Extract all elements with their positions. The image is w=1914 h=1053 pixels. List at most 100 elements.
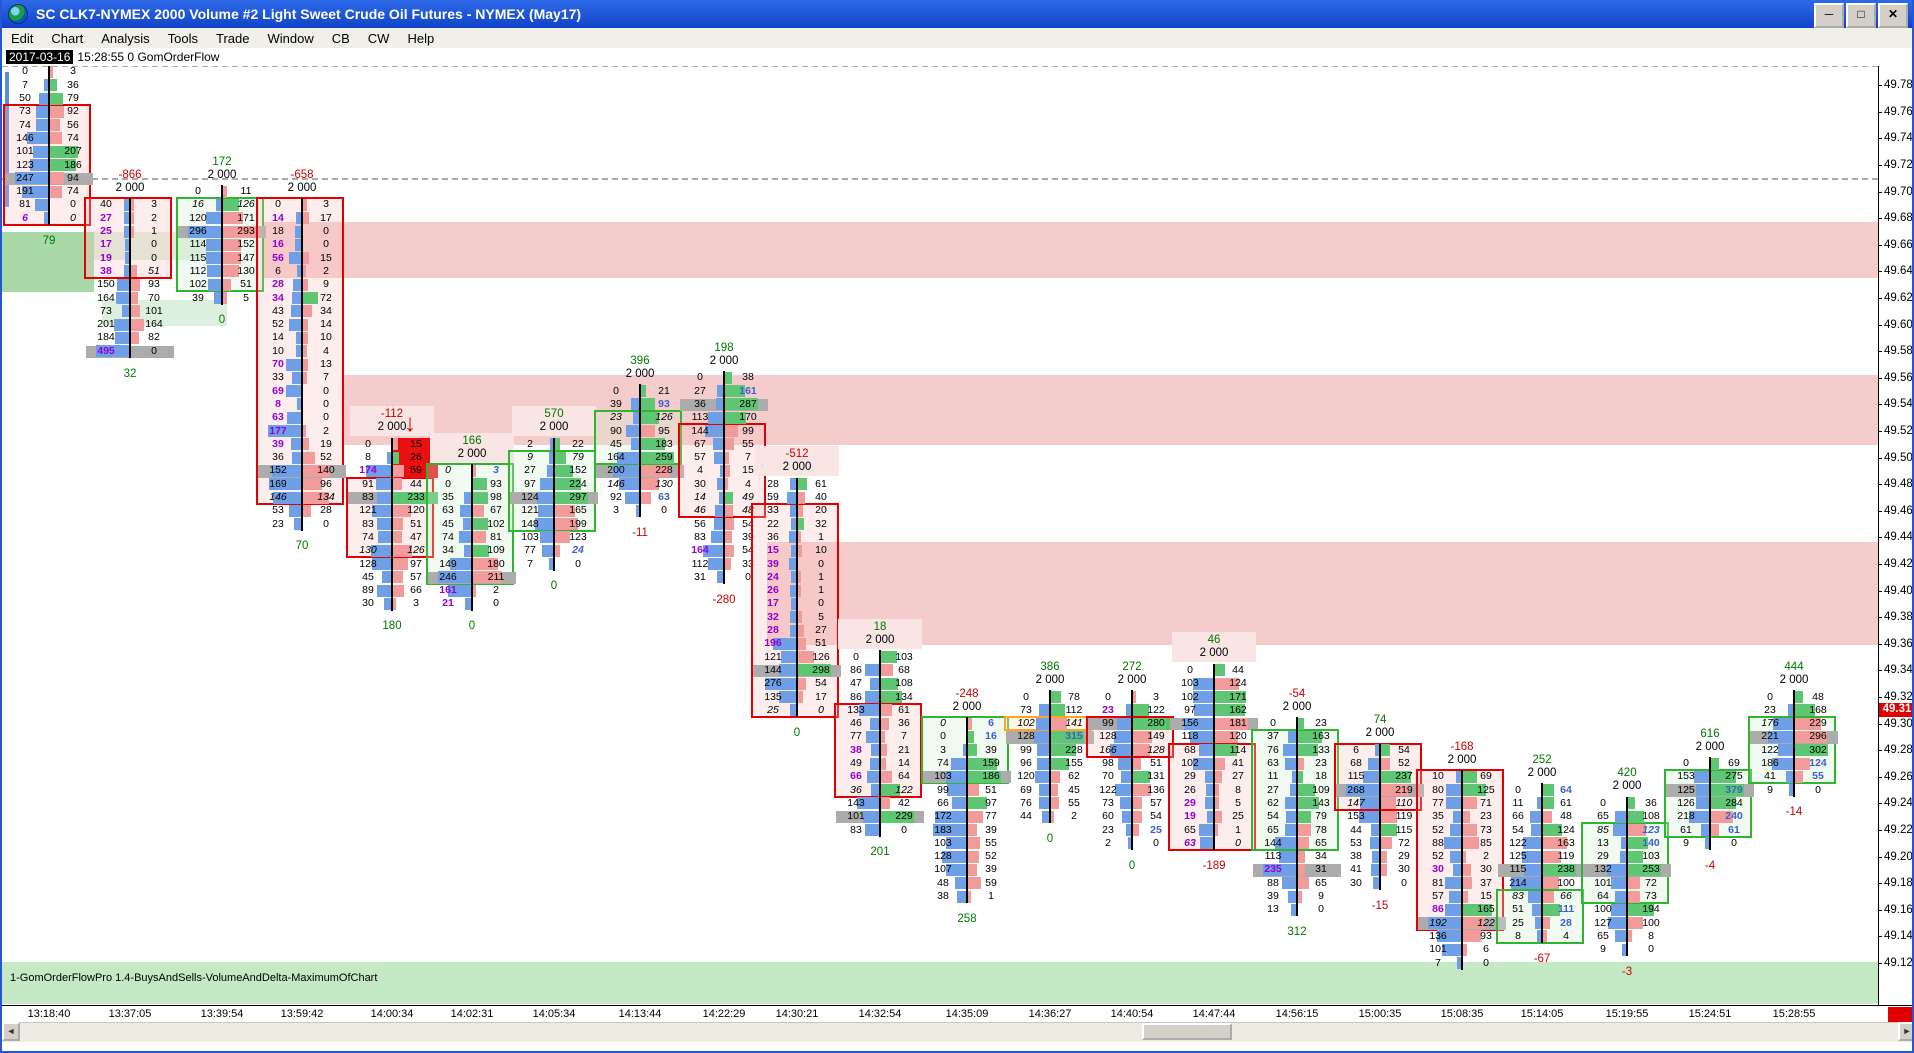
ask-volume-bar <box>1628 797 1636 810</box>
bid-volume-bar <box>537 504 553 517</box>
bar-cumulative-delta: 312 <box>1287 926 1307 939</box>
ask-value: 17 <box>320 211 332 224</box>
bid-volume-bar <box>1531 903 1541 916</box>
ask-value: 152 <box>237 238 255 251</box>
price-axis-label: 49.32 <box>1884 691 1913 703</box>
bid-volume-bar <box>124 252 129 265</box>
ask-value: 5 <box>818 610 824 623</box>
ask-volume-bar <box>303 464 330 477</box>
ask-volume-bar <box>798 518 805 531</box>
menu-item-tools[interactable]: Tools <box>167 30 198 46</box>
scroll-left-button[interactable]: ◄ <box>2 1022 20 1041</box>
horizontal-scrollbar[interactable] <box>2 1022 1912 1042</box>
bid-volume-bar <box>1522 850 1541 863</box>
bid-volume-bar <box>30 159 48 171</box>
menu-item-window[interactable]: Window <box>267 30 314 46</box>
ask-volume-bar <box>1463 903 1492 916</box>
minimize-button[interactable]: ─ <box>1814 3 1844 28</box>
bid-value: 92 <box>610 491 622 503</box>
maximize-button[interactable]: □ <box>1846 3 1876 28</box>
ask-volume-bar <box>1133 691 1137 703</box>
price-axis-label: 49.54 <box>1884 398 1913 411</box>
bid-volume-bar <box>292 371 301 384</box>
ask-volume-bar <box>881 651 898 664</box>
bid-volume-bar <box>296 398 301 411</box>
ask-volume-bar <box>393 438 398 451</box>
menu-item-edit[interactable]: Edit <box>11 30 34 46</box>
ask-volume-bar <box>473 584 477 597</box>
bid-volume-bar <box>116 278 129 291</box>
scrollbar-thumb[interactable] <box>1142 1023 1232 1040</box>
ask-value: 39 <box>985 863 997 876</box>
ask-volume-bar <box>881 744 887 757</box>
menu-item-chart[interactable]: Chart <box>51 30 84 46</box>
price-axis-label: 49.62 <box>1884 292 1913 304</box>
ask-value: 233 <box>407 491 425 503</box>
price-axis-label: 49.58 <box>1884 345 1913 358</box>
ask-volume-bar <box>1215 744 1237 757</box>
ask-value: 5 <box>1235 796 1241 809</box>
reference-dashed-line <box>2 178 1878 180</box>
bid-volume-bar <box>864 691 879 703</box>
bar-price-line <box>879 650 881 837</box>
ask-value: 47 <box>410 530 422 543</box>
bid-volume-bar <box>294 225 301 238</box>
close-button[interactable]: ✕ <box>1878 3 1908 28</box>
ask-volume-bar <box>1463 917 1486 930</box>
ask-value: 48 <box>1812 690 1824 703</box>
ask-value: 16 <box>985 730 997 743</box>
bid-value: 0 <box>1767 690 1773 703</box>
ask-value: 297 <box>569 491 587 503</box>
ask-volume-bar <box>725 464 730 477</box>
ask-volume-bar <box>50 65 54 78</box>
bid-value: 128 <box>1099 730 1117 743</box>
menu-item-analysis[interactable]: Analysis <box>101 30 150 46</box>
bid-value: 147 <box>1347 796 1365 809</box>
menu-item-trade[interactable]: Trade <box>215 30 250 46</box>
bar-delta-label: -658 <box>290 168 314 181</box>
bid-volume-bar <box>21 185 48 198</box>
bid-value: 38 <box>100 264 112 277</box>
bid-value: 164 <box>691 544 709 557</box>
bid-value: 74 <box>19 118 31 131</box>
bar-price-line <box>1131 690 1133 850</box>
menu-item-cw[interactable]: CW <box>367 30 390 46</box>
time-axis-label: 14:05:34 <box>532 1008 576 1020</box>
price-axis-tick <box>1878 271 1882 273</box>
ask-value: 19 <box>320 437 332 450</box>
ask-value: 110 <box>1395 796 1413 809</box>
time-axis-label: 14:47:44 <box>1192 1008 1236 1020</box>
ask-volume-bar <box>393 597 397 610</box>
scroll-right-button[interactable]: ► <box>1898 1022 1912 1041</box>
ask-value: 6 <box>1483 943 1489 956</box>
ask-value: 9 <box>323 278 329 291</box>
bid-value: 121 <box>521 504 539 517</box>
bid-value: 0 <box>1187 663 1193 676</box>
bid-value: 33 <box>767 504 779 517</box>
bid-volume-bar <box>1289 784 1296 797</box>
price-axis-label: 49.42 <box>1884 558 1913 570</box>
ask-volume-bar <box>303 252 309 265</box>
ask-value: 32 <box>815 517 827 530</box>
bid-value: 65 <box>1597 929 1609 942</box>
time-axis-label: 14:00:34 <box>370 1008 414 1020</box>
menu-item-help[interactable]: Help <box>407 30 435 46</box>
ask-value: 0 <box>1483 956 1489 969</box>
ask-volume-bar <box>303 504 311 517</box>
bid-volume-bar <box>1117 757 1131 770</box>
bid-value: 143 <box>847 796 865 809</box>
ask-value: 134 <box>317 491 335 503</box>
bar-cumulative-delta: 70 <box>295 540 309 553</box>
bid-value: 201 <box>97 318 115 331</box>
ask-volume-bar <box>798 651 814 664</box>
menu-item-cb[interactable]: CB <box>331 30 350 46</box>
ask-volume-bar <box>1711 770 1736 783</box>
bid-value: 149 <box>439 557 457 570</box>
bid-volume-bar <box>1621 837 1626 850</box>
ask-volume-bar <box>303 331 308 344</box>
bar-cumulative-delta: -280 <box>712 593 736 606</box>
bar-volume-label: 2 000 <box>625 368 655 381</box>
bid-volume-bar <box>206 252 221 265</box>
ask-value: 0 <box>151 344 157 357</box>
ask-volume-bar <box>303 198 307 211</box>
